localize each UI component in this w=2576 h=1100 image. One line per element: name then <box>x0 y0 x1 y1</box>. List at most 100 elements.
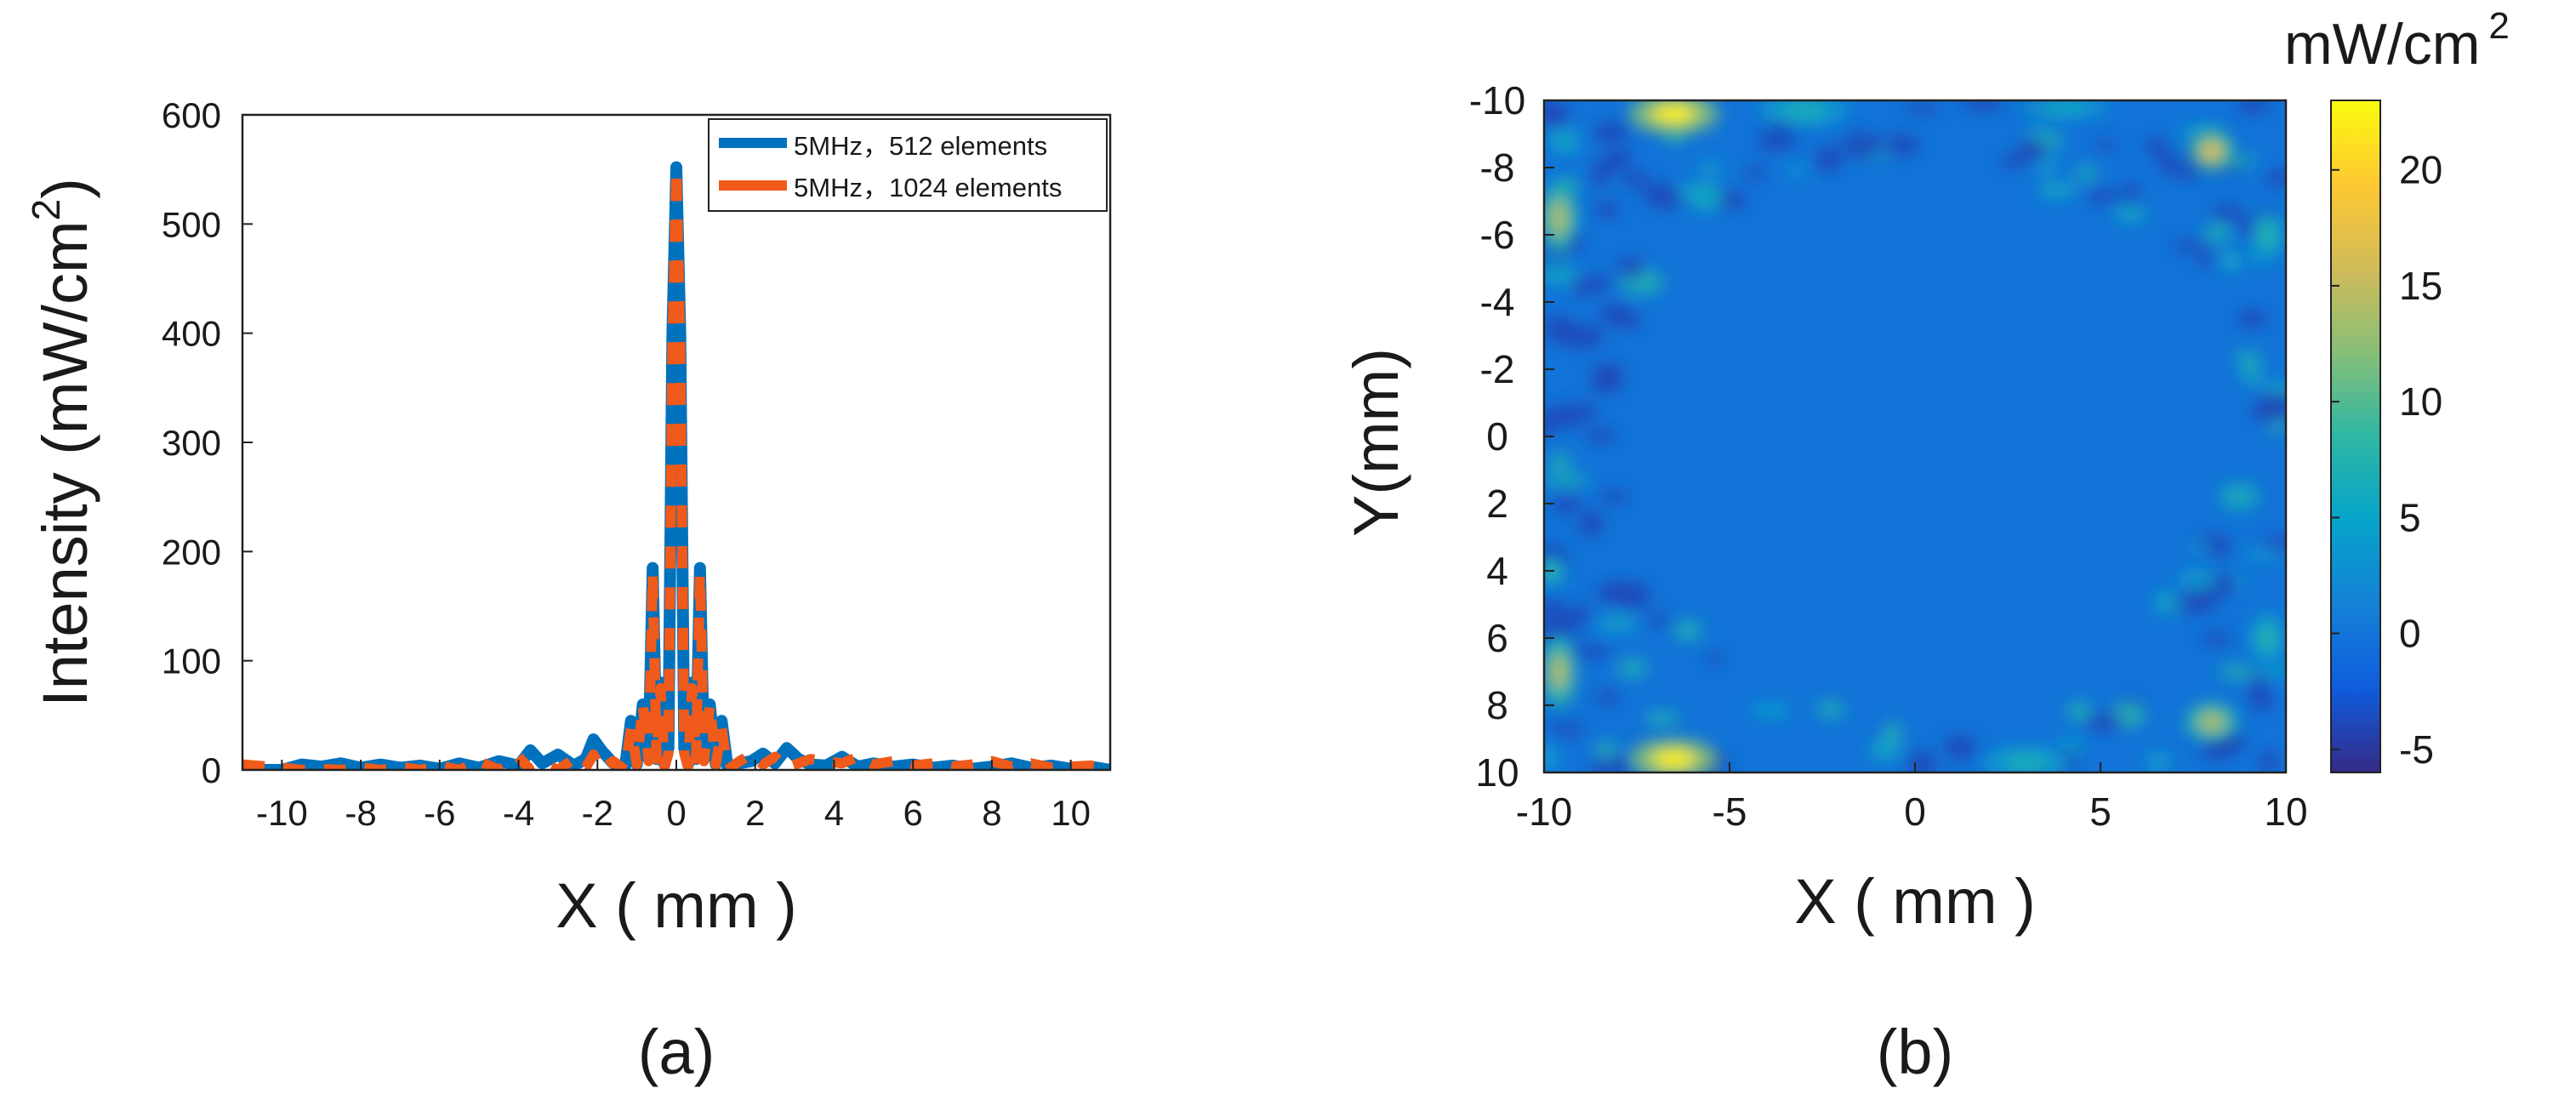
heatmap-ripple <box>2260 536 2286 550</box>
heatmap-hotspot <box>2200 140 2223 162</box>
heatmap-hotspot <box>1781 102 1827 119</box>
heatmap-hotspot <box>2041 100 2086 114</box>
heatmap-ripple <box>1746 166 1766 180</box>
heatmap-ripple <box>1696 162 1724 175</box>
heatmap-ripple <box>1609 582 1652 608</box>
heatmap-ripple <box>2037 181 2077 199</box>
heatmap-ripple <box>1544 601 1570 617</box>
heatmap-ripple <box>2178 568 2216 591</box>
panel-b-y-axis-label: Y(mm) <box>1341 348 1411 537</box>
heatmap-ripple <box>2265 168 2286 186</box>
heatmap-hotspot <box>1651 749 1696 770</box>
heatmap-ripple <box>1544 617 1575 641</box>
heatmap-ripple <box>1544 315 1575 343</box>
heatmap-ripple <box>1548 452 1570 471</box>
heatmap-ripple <box>1884 721 1902 747</box>
heatmap-ripple <box>1998 156 2026 168</box>
panel-b-y-ticks: -10 -8 -6 -4 -2 0 2 4 6 8 10 <box>1469 78 1554 795</box>
y-tick-label: 200 <box>162 532 221 572</box>
colorbar-ticks: 20 15 10 5 0 -5 <box>2331 148 2442 772</box>
heatmap-ripple <box>1583 429 1619 442</box>
heatmap-ripple <box>2114 206 2147 223</box>
heatmap-ripple <box>1593 122 1629 144</box>
heatmap-ripple <box>1599 490 1630 503</box>
heatmap-ripple <box>2083 712 2124 731</box>
heatmap-ripple <box>2201 632 2231 646</box>
heatmap-ripple <box>2260 665 2286 676</box>
heatmap-ripple <box>1884 134 1920 157</box>
colorbar-tick-label: 10 <box>2399 379 2442 424</box>
legend-box <box>708 118 1108 212</box>
x-tick-label: 2 <box>745 793 765 833</box>
heatmap-ripple <box>1842 133 1884 158</box>
y-tick-label: -4 <box>1480 280 1515 324</box>
panel-a-x-ticks: -10 -8 -6 -4 -2 0 2 4 6 8 10 <box>256 760 1091 833</box>
heatmap-ripple <box>2016 139 2049 162</box>
heatmap-ripple <box>1642 183 1678 206</box>
heatmap-ripple <box>1570 645 1613 658</box>
heatmap-ripple <box>1544 471 1587 487</box>
heatmap-ripple <box>1595 201 1620 219</box>
panel-b-caption: (b) <box>1877 1017 1953 1087</box>
heatmap-ripple <box>1705 653 1724 664</box>
heatmap-ripple <box>2066 700 2091 721</box>
heatmap-ripple <box>2241 358 2263 385</box>
heatmap-ripple <box>1816 700 1845 718</box>
y-tick-label: -8 <box>1480 145 1515 190</box>
y-tick-label: 4 <box>1486 549 1508 593</box>
heatmap-ripple <box>1622 261 1643 281</box>
colorbar-tick-label: 20 <box>2399 148 2442 192</box>
heatmap-ripple <box>2188 539 2210 556</box>
heatmap-ripple <box>1644 711 1681 727</box>
x-tick-label: 10 <box>1051 793 1091 833</box>
x-tick-label: -2 <box>582 793 613 833</box>
panel-a-plot-lines <box>242 161 1110 770</box>
y-tick-label: 8 <box>1486 683 1508 727</box>
x-tick-label: 5 <box>2089 789 2112 834</box>
heatmap-ripple <box>1544 265 1578 285</box>
heatmap-ripple <box>1578 510 1604 538</box>
heatmap-hotspot <box>2003 754 2049 771</box>
heatmap-ripple <box>1621 172 1650 187</box>
colorbar <box>2330 100 2381 773</box>
heatmap-ripple <box>1961 100 2004 111</box>
heatmap-ripple <box>1544 404 1584 428</box>
colorbar-tick-label: -5 <box>2399 727 2434 772</box>
colorbar-tick-label: 15 <box>2399 264 2442 308</box>
heatmap-ripple <box>1690 185 1722 212</box>
heatmap-ripple <box>1574 276 1615 292</box>
panel-b-x-ticks: -10 -5 0 5 10 <box>1516 762 2308 834</box>
heatmap-hotspot <box>1651 103 1696 124</box>
y-tick-label: -2 <box>1480 347 1515 391</box>
heatmap-ripple <box>2146 750 2173 772</box>
heatmap-ripple <box>1603 149 1633 171</box>
heatmap-ripple <box>1644 613 1672 626</box>
x-tick-label: 0 <box>666 793 686 833</box>
heatmap-ripple <box>1787 164 1806 178</box>
panel-a-legend: 5MHz，512 elements 5MHz，1024 elements <box>708 118 1108 212</box>
heatmap-ripple <box>2219 664 2257 680</box>
y-tick-label: 6 <box>1486 616 1508 660</box>
heatmap-ripple <box>1596 690 1621 705</box>
x-tick-label: 4 <box>824 793 844 833</box>
legend-label-1024: 5MHz，1024 elements <box>794 173 1062 202</box>
heatmap-ripple <box>2075 164 2097 182</box>
x-tick-label: 0 <box>1904 789 1926 834</box>
y-tick-label: -10 <box>1469 78 1525 123</box>
panel-a-line-chart: -10 -8 -6 -4 -2 0 2 4 6 8 10 0 100 200 300 400 500 600 5… <box>24 95 1112 1087</box>
colorbar-tick-label: 0 <box>2399 612 2421 656</box>
x-tick-label: -10 <box>256 793 308 833</box>
heatmap-hotspot <box>2258 625 2277 651</box>
heatmap-ripple <box>2159 151 2177 175</box>
heatmap-ripple <box>2146 136 2168 157</box>
heatmap-ripple <box>2237 100 2271 114</box>
heatmap-ripple <box>2219 483 2260 510</box>
heatmap-ripple <box>2170 240 2214 253</box>
heatmap-ripple <box>1674 619 1701 641</box>
x-tick-label: -8 <box>345 793 376 833</box>
heatmap-ripple <box>1945 734 1975 761</box>
series-line-1024-elements <box>242 164 1110 770</box>
panel-a-y-label-superscript: 2 <box>24 199 68 221</box>
panel-a-y-ticks: 0 100 200 300 400 500 600 <box>162 95 253 790</box>
